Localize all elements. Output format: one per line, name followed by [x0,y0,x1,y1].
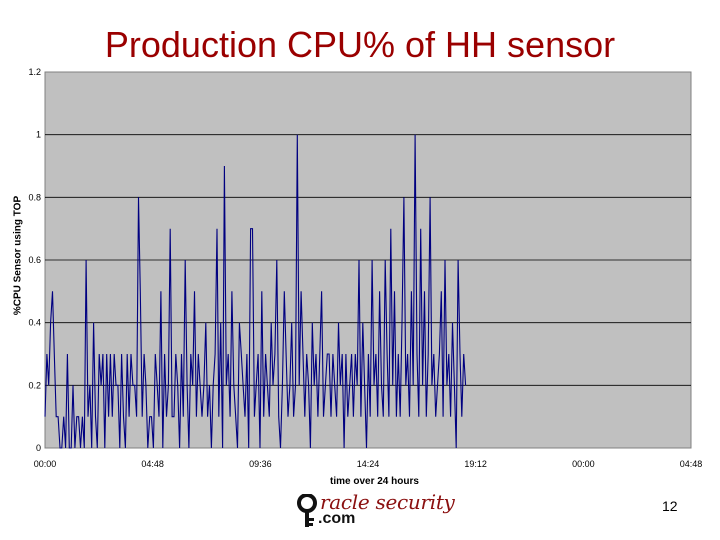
page-number: 12 [662,498,678,514]
x-tick-label: 09:36 [249,459,272,469]
x-tick-label: 19:12 [464,459,487,469]
y-axis-label: %CPU Sensor using TOP [12,195,24,316]
x-axis-label: time over 24 hours [330,476,419,487]
y-tick-label: 0.6 [28,255,41,265]
oraclesecurity-logo: racle security .com [296,490,455,530]
y-tick-label: 0.2 [28,380,41,390]
key-icon [297,494,317,527]
logo-suffix: .com [318,510,356,527]
y-tick-label: 0 [36,443,41,453]
y-tick-label: 0.8 [28,192,41,202]
y-tick-labels: 0 0.2 0.4 0.6 0.8 1 1.2 [28,67,41,453]
x-tick-label: 00:00 [34,459,57,469]
slide-title: Production CPU% of HH sensor [104,24,616,65]
x-tick-labels: 00:00 04:48 09:36 14:24 19:12 00:00 04:48 [34,459,703,469]
y-tick-label: 0.4 [28,318,41,328]
x-tick-label: 04:48 [680,459,703,469]
y-tick-label: 1.2 [28,67,41,77]
x-tick-label: 00:00 [572,459,595,469]
logo-text: racle security [320,490,455,514]
gridlines [45,134,691,386]
x-tick-label: 14:24 [357,459,380,469]
series-line-cpu [44,134,467,449]
x-tick-label: 04:48 [141,459,164,469]
y-tick-label: 1 [36,130,41,140]
